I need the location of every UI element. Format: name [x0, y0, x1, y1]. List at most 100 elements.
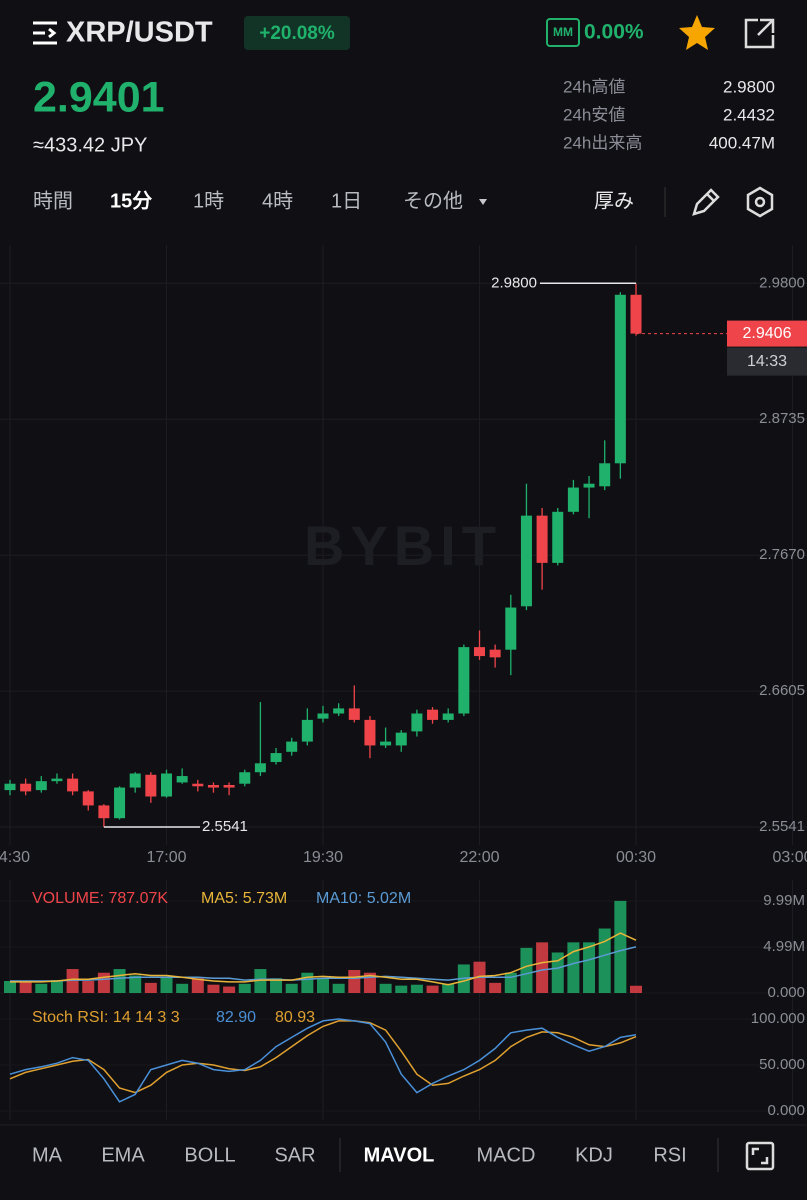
- rsi-tick-label: 0.000: [767, 1102, 805, 1119]
- volume-bar: [191, 978, 204, 993]
- y-tick-label: 2.9800: [759, 274, 805, 291]
- timeframe-tab[interactable]: 時間: [33, 189, 73, 212]
- time-label: 00:30: [616, 849, 656, 866]
- indicator-tab[interactable]: SAR: [274, 1144, 315, 1166]
- mm-icon[interactable]: [546, 18, 580, 47]
- volume-bar: [238, 983, 251, 993]
- draw-icon[interactable]: [692, 188, 720, 216]
- countdown-box: [727, 347, 807, 376]
- candle-body: [364, 719, 376, 746]
- volume-bar: [442, 983, 455, 993]
- volume-bar: [426, 985, 439, 993]
- y-tick-label: 2.6605: [759, 682, 805, 699]
- candle-body: [301, 719, 313, 742]
- volume-bar: [35, 983, 48, 993]
- candle-body: [223, 785, 235, 788]
- candle-body: [536, 515, 548, 563]
- volume-bar: [254, 969, 267, 993]
- volume-bar: [567, 942, 580, 993]
- candle-body: [98, 805, 110, 819]
- timeframe-tab[interactable]: その他: [403, 189, 463, 212]
- volume-bar: [332, 983, 345, 993]
- indicator-tab[interactable]: EMA: [101, 1144, 145, 1166]
- volume-bar: [583, 942, 596, 993]
- volume-bar: [317, 978, 329, 993]
- volume-bar: [129, 975, 142, 993]
- menu-icon[interactable]: [33, 21, 57, 45]
- volume-bar: [144, 982, 157, 993]
- indicator-tab[interactable]: RSI: [653, 1144, 686, 1166]
- candle-body: [395, 732, 407, 746]
- timeframe-tab[interactable]: 4時: [262, 189, 293, 212]
- y-tick-label: 2.8735: [759, 410, 805, 427]
- ma5-line: [10, 932, 637, 986]
- indicator-tab[interactable]: MA: [32, 1144, 63, 1166]
- volume-bar: [160, 977, 173, 993]
- candle-body: [254, 763, 266, 773]
- volume-bar: [598, 928, 611, 993]
- depth-tab[interactable]: 厚み: [594, 190, 634, 212]
- volume-bar: [395, 985, 408, 993]
- candle-body: [82, 791, 94, 806]
- mm-value: 0.00%: [584, 21, 644, 44]
- time-label: 22:00: [459, 849, 499, 866]
- volume-bar: [66, 969, 79, 993]
- candle-body: [129, 773, 141, 788]
- volume-bar: [536, 942, 549, 993]
- candle-body: [114, 787, 126, 819]
- candle-body: [411, 713, 423, 732]
- volume-bar: [270, 978, 283, 993]
- candle-body: [427, 709, 439, 720]
- volume-tick-label: 9.99M: [763, 892, 805, 909]
- candle-body: [489, 649, 501, 658]
- indicator-tab[interactable]: BOLL: [184, 1144, 235, 1166]
- stoch-k-line: [9, 1018, 637, 1103]
- candle-body: [176, 776, 188, 783]
- volume-bar: [285, 983, 298, 993]
- candle-body: [348, 708, 360, 720]
- candle-body: [20, 783, 32, 792]
- rsi-tick-label: 100.000: [751, 1010, 805, 1027]
- candle-body: [317, 713, 329, 719]
- volume-legend: VOLUME: 787.07K: [32, 890, 168, 907]
- volume-bar: [489, 982, 502, 993]
- volume-bar: [82, 981, 95, 993]
- stat-value: 2.9800: [723, 77, 775, 96]
- stat-label: 24h安値: [563, 105, 625, 124]
- y-tick-label: 2.5541: [759, 818, 805, 835]
- settings-icon[interactable]: [746, 186, 774, 218]
- indicator-tab[interactable]: MAVOL: [364, 1144, 435, 1166]
- pair[interactable]: XRP/USDT: [66, 17, 213, 49]
- change: +20.08%: [259, 23, 335, 44]
- volume-bar: [97, 972, 110, 993]
- timeframe-tab[interactable]: 1時: [193, 189, 224, 212]
- timeframe-tab[interactable]: 1日: [331, 190, 362, 212]
- timeframe-tabs: 時間 15分 1時 4時 1日 その他: [33, 189, 463, 212]
- indicator-tab[interactable]: KDJ: [575, 1144, 613, 1166]
- ma5-legend: MA5: 5.73M: [201, 890, 287, 907]
- current-price-box: [727, 320, 807, 347]
- volume-tick-label: 0.000: [767, 984, 805, 1001]
- volume-bar: [301, 972, 314, 993]
- candle-body: [458, 647, 470, 714]
- volume-bar: [379, 983, 392, 993]
- volume-bar: [113, 969, 126, 993]
- share-icon[interactable]: [744, 18, 775, 49]
- favorite-star[interactable]: [679, 15, 715, 50]
- time-label: 19:30: [303, 849, 343, 866]
- time-label: 17:00: [146, 849, 186, 866]
- candle-body: [567, 487, 579, 512]
- stat-label: 24h出来高: [563, 133, 642, 152]
- candle-body: [145, 774, 157, 797]
- volume-bar: [348, 969, 361, 993]
- timeframe-tab[interactable]: 15分: [110, 189, 152, 212]
- volume-bar: [410, 984, 423, 993]
- d-legend: 80.93: [275, 1009, 315, 1026]
- volume-bar: [630, 985, 642, 993]
- stat-value: 400.47M: [709, 133, 775, 152]
- fullscreen-icon[interactable]: [745, 1141, 775, 1171]
- candle-body: [380, 741, 392, 746]
- indicator-tab[interactable]: MACD: [477, 1144, 536, 1166]
